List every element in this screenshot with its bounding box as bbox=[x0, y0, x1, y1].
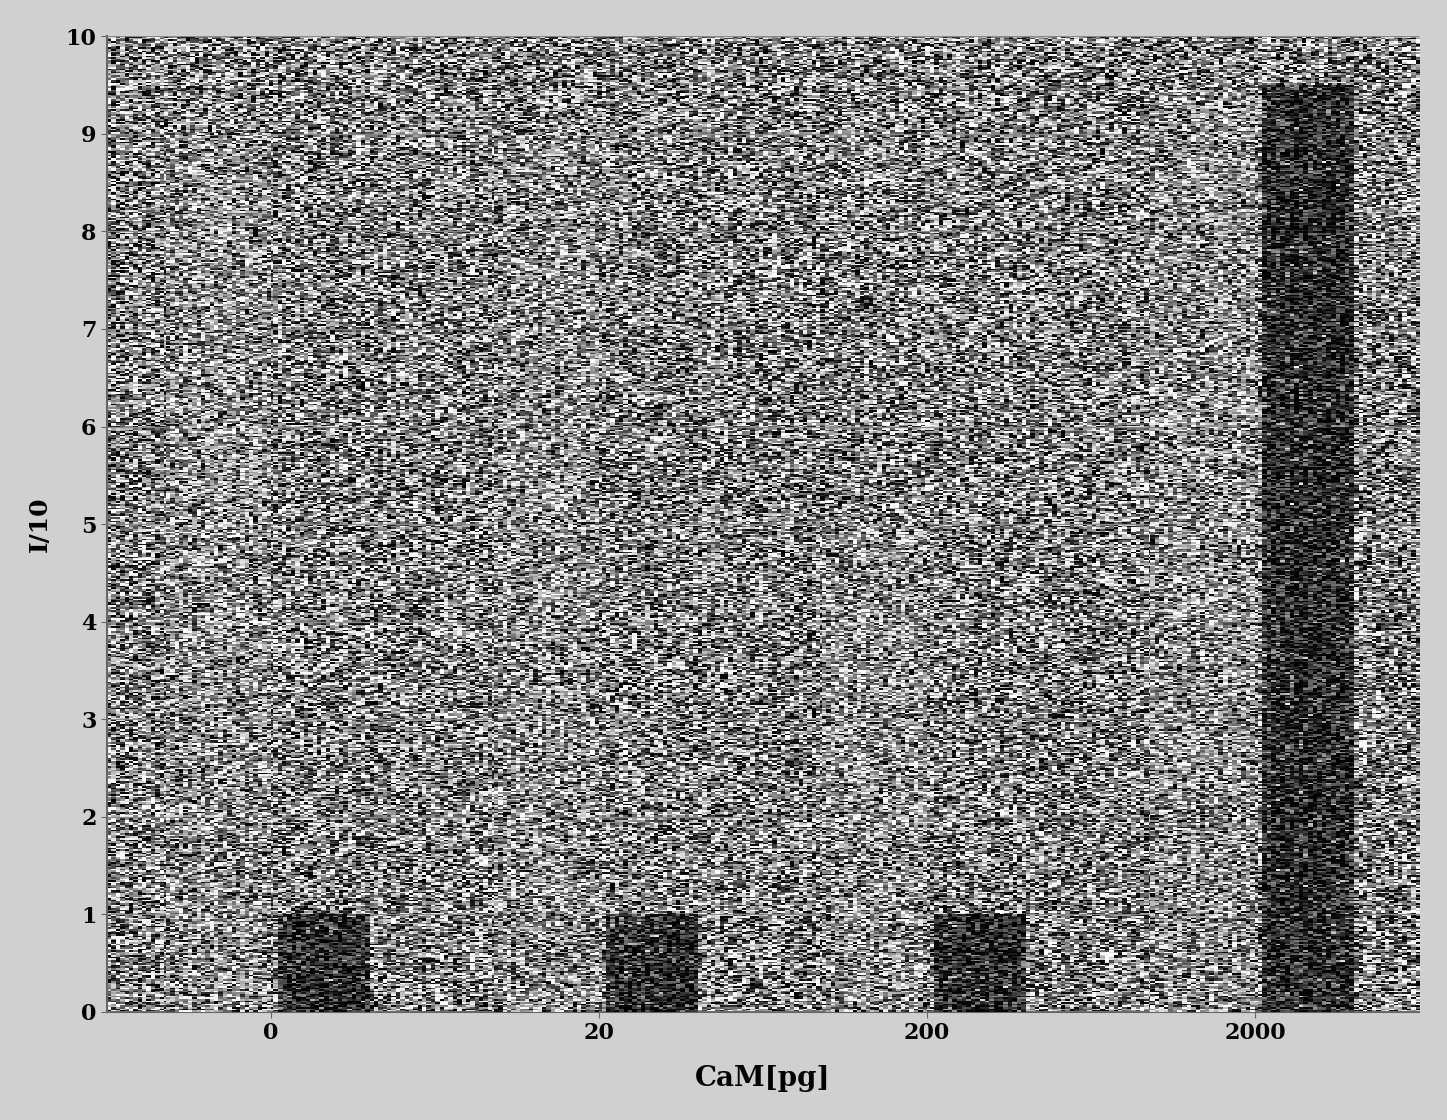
X-axis label: CaM[pg]: CaM[pg] bbox=[695, 1065, 831, 1092]
Y-axis label: I/10: I/10 bbox=[27, 496, 52, 552]
